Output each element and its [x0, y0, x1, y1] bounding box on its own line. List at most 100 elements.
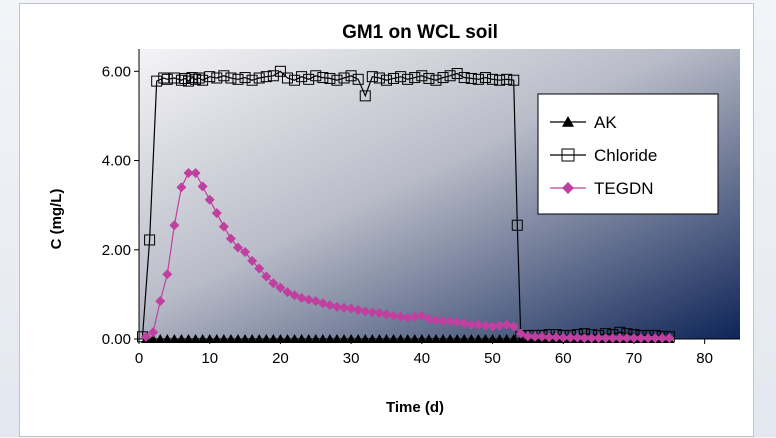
tegdn-point: [360, 306, 371, 317]
tegdn-point: [353, 305, 364, 315]
tegdn-point: [459, 318, 470, 329]
tegdn-point: [621, 333, 632, 344]
ak-point: [480, 334, 491, 343]
tegdn-point: [508, 321, 519, 332]
series-layer: [137, 65, 675, 344]
chloride-point: [239, 72, 251, 84]
chloride-point: [423, 72, 435, 84]
tegdn-point: [254, 263, 265, 274]
ak-point: [261, 334, 272, 343]
ak-point: [367, 334, 378, 343]
chloride-point: [508, 74, 520, 86]
ak-point: [155, 334, 166, 343]
chloride-point: [395, 71, 407, 83]
y-tick-label: 2.00: [102, 242, 131, 259]
ak-point: [346, 334, 357, 343]
x-tick-label: 70: [626, 350, 643, 367]
chloride-point: [324, 72, 336, 84]
tegdn-point: [169, 220, 180, 231]
ak-point: [211, 334, 222, 343]
tegdn-point: [657, 333, 668, 344]
ak-point: [169, 334, 180, 343]
tegdn-point: [586, 333, 597, 344]
x-tick-label: 20: [272, 350, 289, 367]
tegdn-point: [148, 327, 159, 338]
tegdn-point: [197, 181, 208, 192]
chloride-point: [218, 70, 230, 82]
ak-point: [240, 334, 251, 343]
chloride-point: [465, 72, 477, 84]
tegdn-point: [614, 333, 625, 344]
tegdn-point: [374, 308, 385, 319]
tegdn-point: [579, 333, 590, 344]
tegdn-point: [303, 294, 314, 305]
tegdn-point: [565, 332, 576, 343]
x-tick-label: 80: [696, 350, 713, 367]
tegdn-point: [423, 313, 434, 324]
x-tick-label: 60: [555, 350, 572, 367]
chloride-point: [151, 75, 163, 87]
chloride-point: [487, 73, 499, 85]
chloride-point: [444, 70, 456, 82]
ak-point: [487, 334, 498, 343]
tegdn-point: [402, 312, 413, 323]
tegdn-point: [282, 287, 293, 298]
ak-point: [289, 334, 300, 343]
ak-point: [381, 334, 392, 343]
tegdn-point: [381, 309, 392, 320]
ak-point: [247, 334, 258, 343]
tegdn-point: [537, 331, 548, 342]
ak-point: [501, 334, 512, 343]
y-axis-label: C (mg/L): [48, 189, 65, 250]
tegdn-point: [416, 310, 427, 321]
y-tick-label: 6.00: [102, 63, 131, 80]
ak-point: [430, 334, 441, 343]
ak-point: [268, 334, 279, 343]
tegdn-point: [473, 319, 484, 330]
chloride-point: [158, 72, 170, 84]
chloride-point: [373, 72, 385, 84]
chloride-point: [338, 72, 350, 84]
legend-marker-tegdn: [562, 182, 574, 194]
tegdn-point: [480, 320, 491, 331]
chloride-point: [310, 70, 322, 82]
ak-point: [232, 334, 243, 343]
ak-point: [310, 334, 321, 343]
tegdn-point: [162, 269, 173, 280]
ak-point: [148, 334, 159, 343]
chart-figure: GM1 on WCL soil 0.00 2.00 4.00 6.00 0 10 20 30 4…: [19, 3, 754, 437]
ak-point: [197, 334, 208, 343]
tegdn-point: [452, 317, 463, 328]
chloride-point: [409, 72, 421, 84]
ak-point: [409, 334, 420, 343]
ak-point: [459, 334, 470, 343]
chloride-point: [144, 234, 156, 246]
tegdn-point: [204, 194, 215, 205]
chloride-point: [161, 73, 173, 85]
chloride-point: [204, 71, 216, 83]
chloride-point: [193, 72, 205, 84]
x-tick-label: 50: [484, 350, 501, 367]
tegdn-point: [176, 182, 187, 193]
ak-point: [225, 334, 236, 343]
chloride-point: [289, 74, 301, 86]
tegdn-point: [438, 316, 449, 327]
ak-point: [388, 334, 399, 343]
chloride-point: [179, 72, 191, 84]
tegdn-point: [275, 282, 286, 293]
tegdn-point: [529, 331, 540, 342]
ak-point: [296, 334, 307, 343]
chart-title: GM1 on WCL soil: [342, 22, 498, 43]
tegdn-point: [232, 242, 243, 253]
tegdn-point: [551, 332, 562, 343]
x-tick-label: 30: [343, 350, 360, 367]
chloride-point: [345, 70, 357, 82]
chloride-point: [267, 70, 279, 82]
tegdn-point: [261, 271, 272, 282]
chloride-point: [260, 71, 272, 83]
ak-point: [183, 334, 194, 343]
chloride-point: [281, 72, 293, 84]
ak-point: [466, 334, 477, 343]
ak-point: [339, 334, 350, 343]
tegdn-point: [141, 331, 152, 342]
